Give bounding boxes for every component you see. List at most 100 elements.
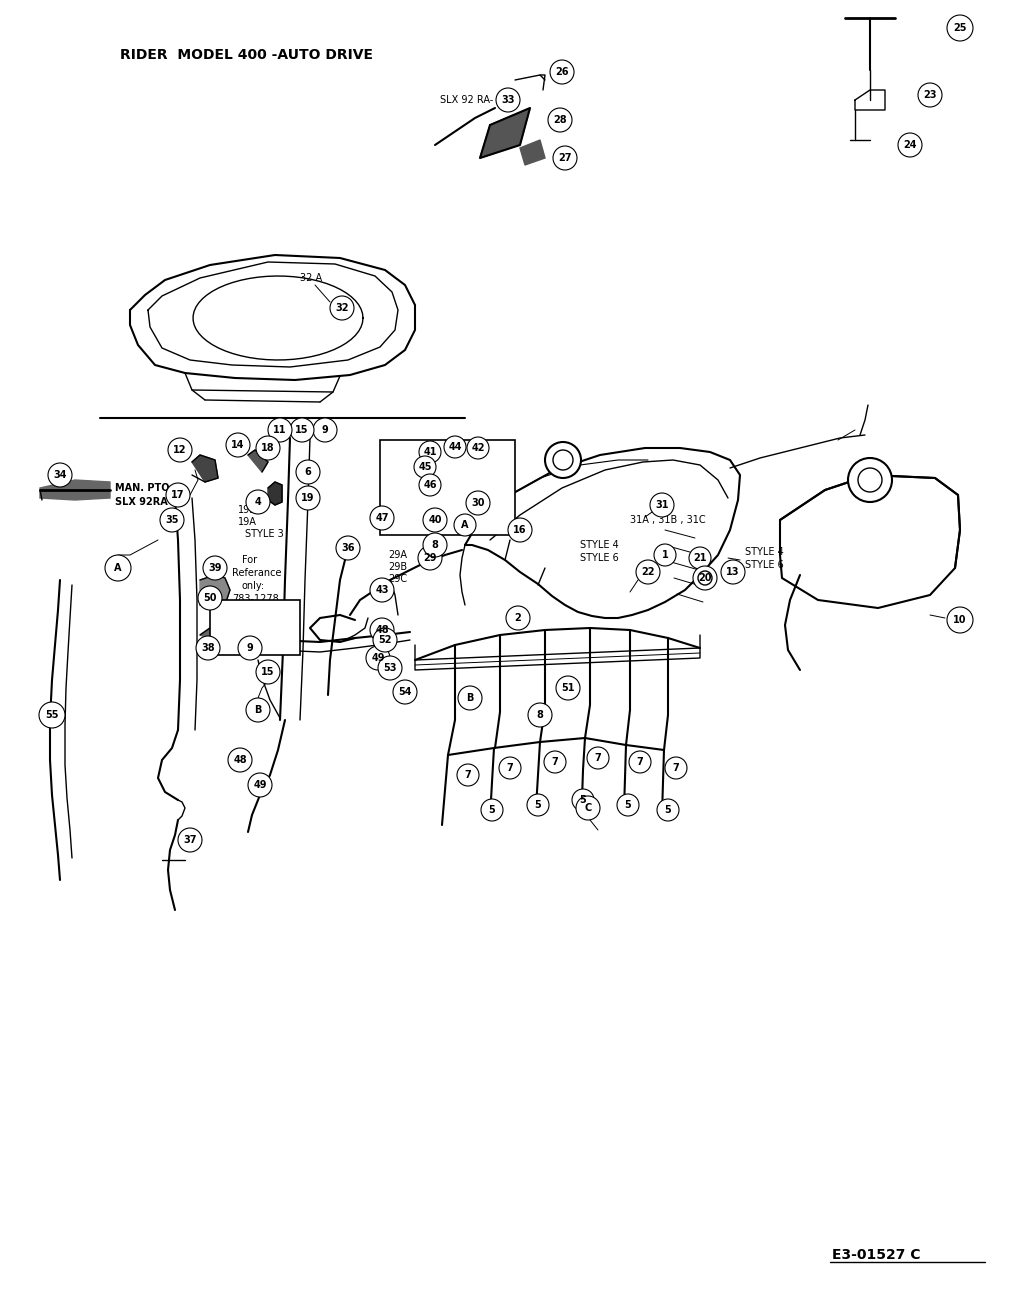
Text: 25: 25 (954, 23, 967, 32)
Circle shape (458, 686, 482, 711)
Circle shape (528, 703, 552, 727)
Circle shape (548, 108, 572, 132)
Text: 21: 21 (694, 553, 707, 562)
Bar (209, 600, 300, 655)
Text: 783-1278: 783-1278 (232, 594, 279, 604)
Text: 45: 45 (418, 462, 431, 472)
Text: 48: 48 (233, 755, 247, 765)
Polygon shape (200, 575, 230, 608)
Circle shape (457, 764, 479, 786)
Circle shape (508, 518, 533, 542)
Text: 12: 12 (173, 446, 187, 455)
Text: STYLE 4: STYLE 4 (745, 547, 783, 557)
Text: 9: 9 (247, 643, 254, 653)
Text: 7: 7 (594, 753, 602, 763)
Polygon shape (480, 108, 530, 158)
Text: C: C (584, 803, 591, 813)
Polygon shape (248, 449, 268, 472)
Circle shape (506, 607, 530, 630)
Circle shape (454, 514, 476, 536)
Text: only:: only: (241, 581, 265, 591)
Text: STYLE 3: STYLE 3 (245, 529, 284, 539)
Text: SLX 92RA: SLX 92RA (115, 498, 168, 507)
Circle shape (481, 799, 503, 821)
Circle shape (246, 490, 270, 514)
Circle shape (296, 460, 320, 485)
Text: STYLE 4: STYLE 4 (580, 540, 619, 549)
Circle shape (650, 494, 674, 517)
Circle shape (499, 757, 521, 779)
Text: 16: 16 (513, 525, 526, 535)
Circle shape (330, 296, 354, 320)
Text: 15: 15 (261, 666, 275, 677)
Text: 22: 22 (641, 566, 654, 577)
Circle shape (378, 656, 402, 679)
Text: 43: 43 (376, 585, 389, 595)
Text: 2: 2 (515, 613, 521, 624)
Text: 46: 46 (423, 481, 437, 490)
Text: 40: 40 (428, 514, 442, 525)
Text: 5: 5 (624, 800, 632, 811)
Circle shape (313, 418, 337, 442)
Text: 7: 7 (552, 757, 558, 766)
Text: 28: 28 (553, 116, 567, 125)
Text: 7: 7 (673, 763, 679, 773)
Text: For: For (241, 555, 257, 565)
Circle shape (178, 827, 202, 852)
Text: 15: 15 (295, 425, 309, 435)
Text: 44: 44 (448, 442, 461, 452)
Text: 19: 19 (301, 494, 315, 503)
Text: 4: 4 (255, 498, 261, 507)
Circle shape (256, 660, 280, 685)
Circle shape (228, 748, 252, 772)
Text: STYLE 6: STYLE 6 (580, 553, 619, 562)
Text: 5: 5 (535, 800, 542, 811)
Text: 41: 41 (423, 447, 437, 457)
Circle shape (419, 474, 441, 496)
Text: 49: 49 (372, 653, 385, 662)
Text: 38: 38 (201, 643, 215, 653)
Circle shape (587, 747, 609, 769)
Text: RIDER  MODEL 400 -AUTO DRIVE: RIDER MODEL 400 -AUTO DRIVE (120, 48, 373, 62)
Text: 17: 17 (171, 490, 185, 500)
Circle shape (694, 566, 717, 590)
Text: 7: 7 (507, 763, 513, 773)
Circle shape (418, 546, 442, 570)
Circle shape (689, 547, 711, 569)
Text: A: A (115, 562, 122, 573)
Text: 29B: 29B (388, 562, 408, 572)
Circle shape (373, 627, 397, 652)
Polygon shape (268, 482, 282, 505)
Circle shape (168, 438, 192, 462)
Text: 29A: 29A (388, 549, 407, 560)
Circle shape (370, 618, 394, 642)
Text: 52: 52 (379, 635, 392, 646)
Circle shape (572, 788, 594, 811)
Text: 10: 10 (954, 614, 967, 625)
Text: 7: 7 (637, 757, 643, 766)
Text: 33: 33 (502, 95, 515, 105)
Circle shape (160, 508, 184, 533)
Circle shape (636, 560, 660, 585)
Circle shape (553, 145, 577, 170)
Text: 1: 1 (662, 549, 669, 560)
Circle shape (550, 60, 574, 84)
Text: 29: 29 (423, 553, 437, 562)
Text: 55: 55 (45, 711, 59, 720)
Circle shape (527, 794, 549, 816)
Polygon shape (192, 455, 218, 482)
Text: B: B (466, 692, 474, 703)
Text: 31: 31 (655, 500, 669, 511)
Text: 14: 14 (231, 440, 245, 449)
Text: 19B: 19B (238, 505, 257, 514)
Circle shape (918, 83, 942, 107)
Circle shape (556, 675, 580, 700)
Text: 20: 20 (699, 573, 712, 583)
Text: 54: 54 (398, 687, 412, 698)
Circle shape (370, 507, 394, 530)
Circle shape (336, 536, 360, 560)
Circle shape (545, 442, 581, 478)
Circle shape (657, 799, 679, 821)
Circle shape (628, 751, 651, 773)
Text: 7: 7 (464, 770, 472, 779)
